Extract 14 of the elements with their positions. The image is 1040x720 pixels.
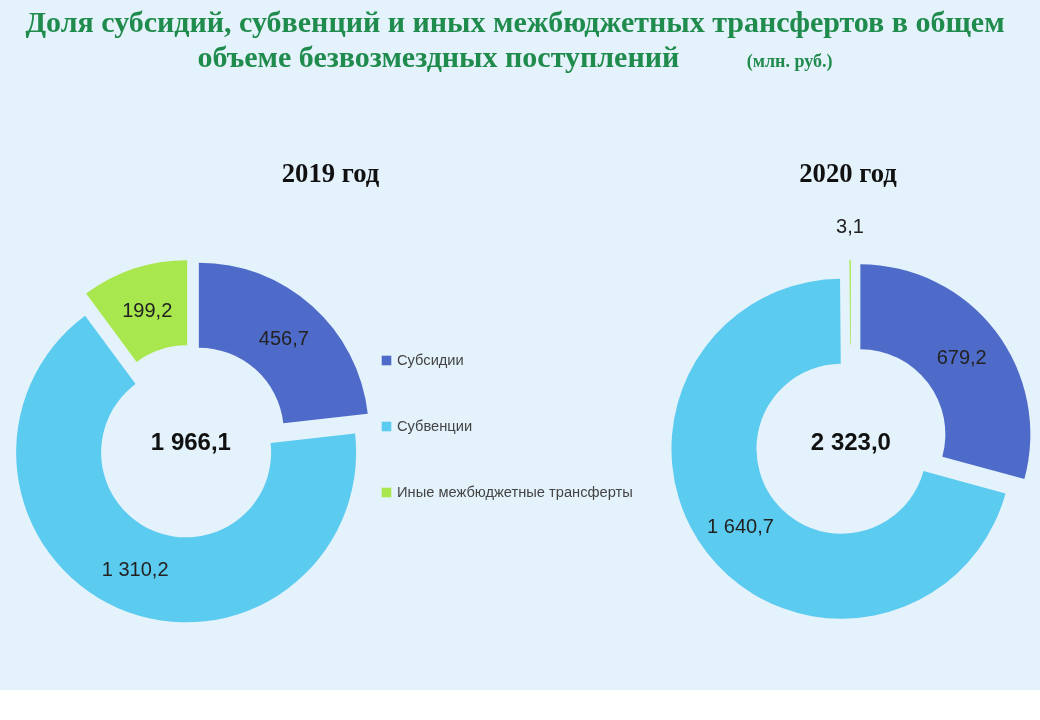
data-label: 3,1 (836, 215, 864, 238)
data-label: 1 640,7 (707, 515, 774, 538)
text: 1 966,1 (150, 428, 231, 455)
legend-label: Субсидии (397, 352, 464, 368)
chart-subtitle: 2019 год (281, 157, 380, 188)
data-label: 456,7 (258, 326, 309, 349)
data-label: 199,2 (122, 298, 173, 321)
legend-label: Иные межбюджетные трансферты (397, 484, 633, 500)
data-label: 1 310,2 (101, 557, 169, 580)
chart-subtitle: 2020 год (799, 157, 898, 188)
legend-label: Субвенции (397, 418, 473, 434)
text: 2 323,0 (810, 428, 891, 455)
data-label: 679,2 (936, 346, 987, 369)
text: (млн. руб.) (746, 50, 833, 71)
